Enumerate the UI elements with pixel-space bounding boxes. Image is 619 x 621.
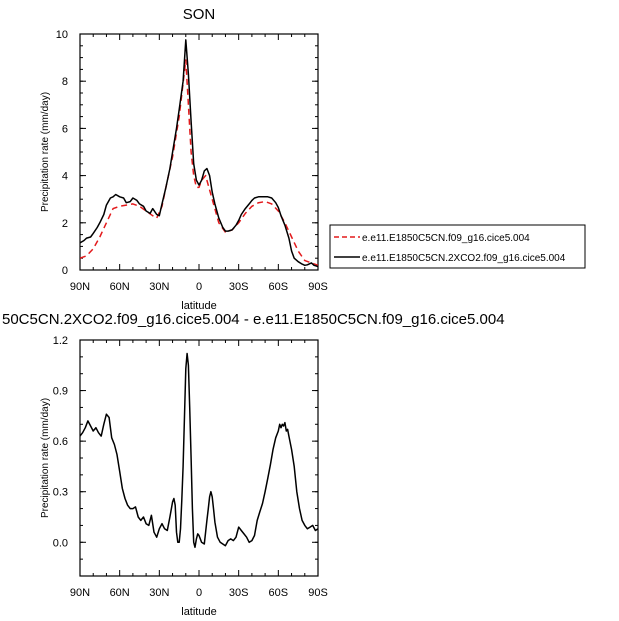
top-x-tick-label: 30S — [229, 281, 249, 293]
legend-label-1: e.e11.E1850C5CN.2XCO2.f09_g16.cice5.004 — [362, 253, 566, 264]
bottom-x-tick-label: 30S — [229, 587, 249, 599]
bottom-x-axis-label: latitude — [181, 606, 216, 618]
top-x-tick-label: 90S — [308, 281, 328, 293]
top-series-line-0 — [80, 59, 318, 267]
top-chart: 90N 60N 30N 0 30S 60S 90S 0 2 4 6 8 10 latitude Precip… — [40, 29, 328, 312]
top-y-tick-label: 10 — [56, 29, 68, 41]
bottom-y-tick-label: 0.6 — [53, 436, 68, 448]
legend: e.e11.E1850C5CN.f09_g16.cice5.004 e.e11.E… — [329, 224, 586, 269]
bottom-x-tick-label: 0 — [196, 587, 202, 599]
top-x-tick-label: 90N — [70, 281, 90, 293]
top-y-tick-label: 6 — [62, 123, 68, 135]
bottom-y-tick-label: 0.9 — [53, 386, 68, 398]
legend-label-0: e.e11.E1850C5CN.f09_g16.cice5.004 — [362, 233, 530, 244]
bottom-chart: 90N 60N 30N 0 30S 60S 90S 0.0 0.3 0.6 0.9 1.2 latitu… — [40, 335, 328, 618]
top-y-tick-label: 8 — [62, 76, 68, 88]
bottom-chart-title: 50C5CN.2XCO2.f09_g16.cice5.004 - e.e11.E… — [2, 311, 505, 328]
top-plot-frame — [79, 33, 319, 271]
bottom-y-tick-label: 0.3 — [53, 487, 68, 499]
bottom-series-line-0 — [80, 352, 318, 549]
legend-box — [329, 224, 586, 269]
bottom-x-tick-label: 90S — [308, 587, 328, 599]
top-y-tick-label: 0 — [62, 265, 68, 277]
bottom-x-tick-label: 60N — [110, 587, 130, 599]
top-x-tick-label: 30N — [149, 281, 169, 293]
top-x-axis-label: latitude — [181, 300, 216, 312]
bottom-y-axis-label: Precipitation rate (mm/day) — [40, 398, 51, 518]
bottom-x-tick-label: 30N — [149, 587, 169, 599]
bottom-y-tick-label: 0.0 — [53, 537, 68, 549]
bottom-y-tick-label: 1.2 — [53, 335, 68, 347]
top-chart-title: SON — [182, 6, 216, 23]
bottom-plot-frame — [79, 339, 319, 577]
bottom-x-tick-label: 60S — [269, 587, 289, 599]
top-y-tick-label: 4 — [62, 171, 68, 183]
top-y-axis-label: Precipitation rate (mm/day) — [40, 92, 51, 212]
top-x-tick-label: 0 — [196, 281, 202, 293]
top-x-tick-label: 60N — [110, 281, 130, 293]
top-y-tick-label: 2 — [62, 218, 68, 230]
top-x-tick-label: 60S — [269, 281, 289, 293]
top-series-line-1 — [80, 39, 318, 268]
bottom-x-tick-label: 90N — [70, 587, 90, 599]
